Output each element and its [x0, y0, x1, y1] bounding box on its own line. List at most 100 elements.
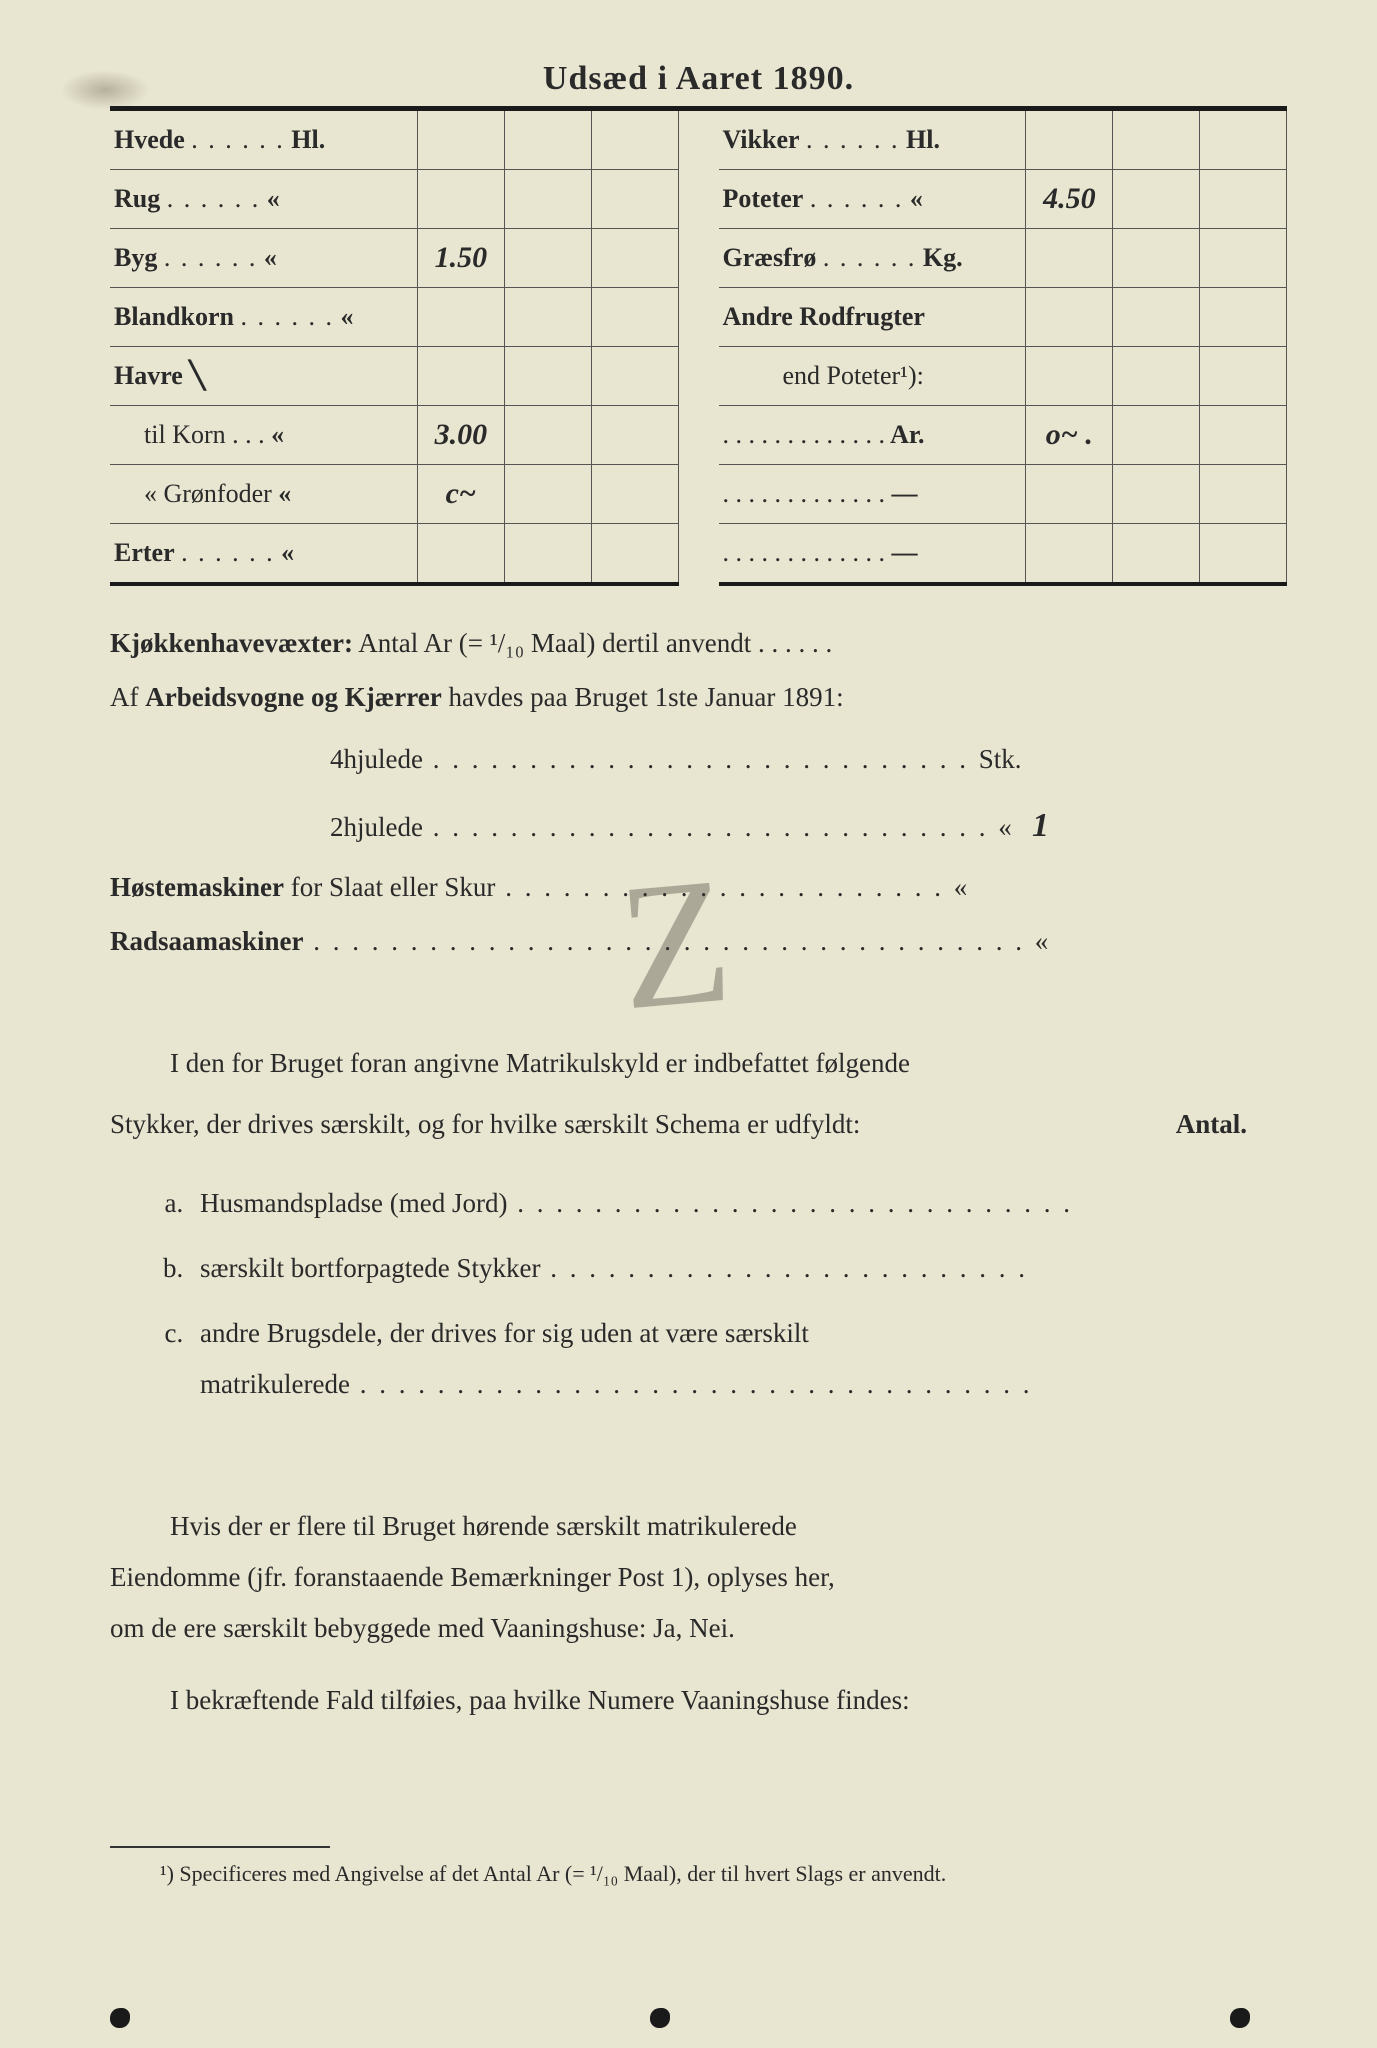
item-c-rest: der drives for sig uden at være særskilt [383, 1318, 809, 1348]
lower-b: Eiendomme (jfr. foranstaaende Bemærkning… [110, 1552, 1287, 1603]
stykker-list: Husmandspladse (med Jord) . . . . . . . … [110, 1178, 1287, 1411]
lower-d: I bekræftende Fald tilføies, paa hvilke … [110, 1675, 1287, 1726]
lower-d-bold: hvilke Numere [513, 1685, 674, 1715]
fourwheel-label: 4hjulede [330, 744, 423, 774]
item-b-label: særskilt bortforpagtede Stykker [200, 1253, 540, 1283]
item-b: særskilt bortforpagtede Stykker . . . . … [190, 1243, 1287, 1294]
twowheel-line: 2hjulede . . . . . . . . . . . . . . . .… [110, 792, 1287, 860]
value-cell: 3.00 [417, 406, 504, 465]
value-cell [1113, 524, 1200, 585]
item-a: Husmandspladse (med Jord) . . . . . . . … [190, 1178, 1287, 1229]
value-cell [417, 170, 504, 229]
value-cell [417, 347, 504, 406]
value-cell [1026, 288, 1113, 347]
value-cell [504, 288, 591, 347]
value-cell [1026, 111, 1113, 170]
right-table: Vikker . . . . . . Hl.Poteter . . . . . … [719, 111, 1288, 586]
dots: . . . . . . . . . . . . . . . . . . . . … [495, 872, 953, 902]
value-cell [1200, 111, 1287, 170]
list-section: I den for Bruget foran angivne Matrikuls… [110, 1038, 1287, 1411]
antal-heading: Antal. [1176, 1099, 1287, 1150]
twowheel-val: 1 [1032, 807, 1049, 844]
lower-section: Hvis der er flere til Bruget hørende sær… [110, 1501, 1287, 1726]
value-cell [1113, 229, 1200, 288]
value-cell [1113, 288, 1200, 347]
value-cell [504, 524, 591, 585]
ink-blot [1230, 2008, 1250, 2028]
value-cell [417, 524, 504, 585]
value-cell [1200, 347, 1287, 406]
value-cell [591, 111, 678, 170]
footnote: ¹) Specificeres med Angivelse af det Ant… [110, 1856, 1287, 1891]
ink-blot [650, 2008, 670, 2028]
lower-d-pre: I bekræftende Fald tilføies, paa [170, 1685, 513, 1715]
dots: . . . . . . . . . . . . . . . . . . . . … [304, 926, 1035, 956]
dots: . . . . . . . . . . . . . . . . . . . . … [350, 1369, 1033, 1399]
row-label: Hvede . . . . . . Hl. [110, 111, 417, 170]
value-cell [591, 465, 678, 524]
lower-a: Hvis der er flere til Bruget hørende sær… [110, 1501, 1287, 1552]
value-cell [504, 465, 591, 524]
row-label: Vikker . . . . . . Hl. [719, 111, 1026, 170]
value-cell: 4.50 [1026, 170, 1113, 229]
crop-grid-left: Hvede . . . . . . Hl.Rug . . . . . . «By… [110, 111, 679, 586]
row-label: Blandkorn . . . . . . « [110, 288, 417, 347]
fourwheel-line: 4hjulede . . . . . . . . . . . . . . . .… [110, 724, 1287, 792]
crop-grid-right: Vikker . . . . . . Hl.Poteter . . . . . … [719, 111, 1288, 586]
left-table: Hvede . . . . . . Hl.Rug . . . . . . «By… [110, 111, 679, 586]
rads-unit: « [1035, 926, 1049, 956]
value-cell [1113, 406, 1200, 465]
arbeids-line: Af Arbeidsvogne og Kjærrer havdes paa Br… [110, 670, 1287, 724]
value-cell [591, 347, 678, 406]
lower-c: om de ere særskilt bebyggede med Vaaning… [110, 1603, 1287, 1654]
value-cell [504, 406, 591, 465]
document-page: Udsæd i Aaret 1890. Hvede . . . . . . Hl… [0, 0, 1377, 2048]
value-cell: c~ [417, 465, 504, 524]
value-cell [591, 288, 678, 347]
value-cell [1200, 288, 1287, 347]
value-cell: 1.50 [417, 229, 504, 288]
value-cell [1026, 347, 1113, 406]
crop-grid: Hvede . . . . . . Hl.Rug . . . . . . «By… [110, 111, 1287, 586]
value-cell [504, 170, 591, 229]
row-label: Andre Rodfrugter [719, 288, 1026, 347]
rads-line: Radsaamaskiner . . . . . . . . . . . . .… [110, 914, 1287, 968]
value-cell [1200, 524, 1287, 585]
value-cell [1113, 111, 1200, 170]
hoste-post: for Slaat eller Skur [284, 872, 495, 902]
para1-line2-row: Stykker, der drives særskilt, og for hvi… [110, 1099, 1287, 1150]
lower-c-pre: om de ere særskilt bebyggede med [110, 1613, 490, 1643]
row-label: Rug . . . . . . « [110, 170, 417, 229]
twowheel-label: 2hjulede [330, 812, 423, 842]
footnote-rule [110, 1846, 330, 1848]
row-label: Græsfrø . . . . . . Kg. [719, 229, 1026, 288]
body-section: Kjøkkenhavevæxter: Antal Ar (= ¹/₁₀ Maal… [110, 616, 1287, 968]
row-label: . . . . . . . . . . . . . — [719, 524, 1026, 585]
row-label: Byg . . . . . . « [110, 229, 417, 288]
value-cell [504, 111, 591, 170]
value-cell [504, 347, 591, 406]
value-cell [1026, 229, 1113, 288]
row-label: Havre ╲ [110, 347, 417, 406]
row-label: . . . . . . . . . . . . . Ar. [719, 406, 1026, 465]
arbeids-post: havdes paa Bruget 1ste Januar 1891: [442, 682, 844, 712]
lower-d-end: Vaaningshuse findes: [675, 1685, 910, 1715]
value-cell [591, 406, 678, 465]
paper-smudge [60, 70, 150, 110]
rads-bold: Radsaamaskiner [110, 926, 304, 956]
row-label: Erter . . . . . . « [110, 524, 417, 585]
value-cell [1113, 170, 1200, 229]
arbeids-bold: Arbeidsvogne og Kjærrer [145, 682, 441, 712]
value-cell: o~ . [1026, 406, 1113, 465]
hoste-line: Høstemaskiner for Slaat eller Skur . . .… [110, 860, 1287, 914]
fourwheel-unit: Stk. [979, 744, 1022, 774]
ink-blot [110, 2008, 130, 2028]
para1-line1: I den for Bruget foran angivne Matrikuls… [110, 1038, 1287, 1089]
item-a-label: Husmandspladse (med Jord) [200, 1188, 507, 1218]
twowheel-unit: « [998, 812, 1012, 842]
item-c: andre Brugsdele, der drives for sig uden… [190, 1308, 1287, 1411]
item-c-bold: andre Brugsdele, [200, 1318, 383, 1348]
row-label: . . . . . . . . . . . . . — [719, 465, 1026, 524]
value-cell [1200, 406, 1287, 465]
value-cell [1026, 465, 1113, 524]
